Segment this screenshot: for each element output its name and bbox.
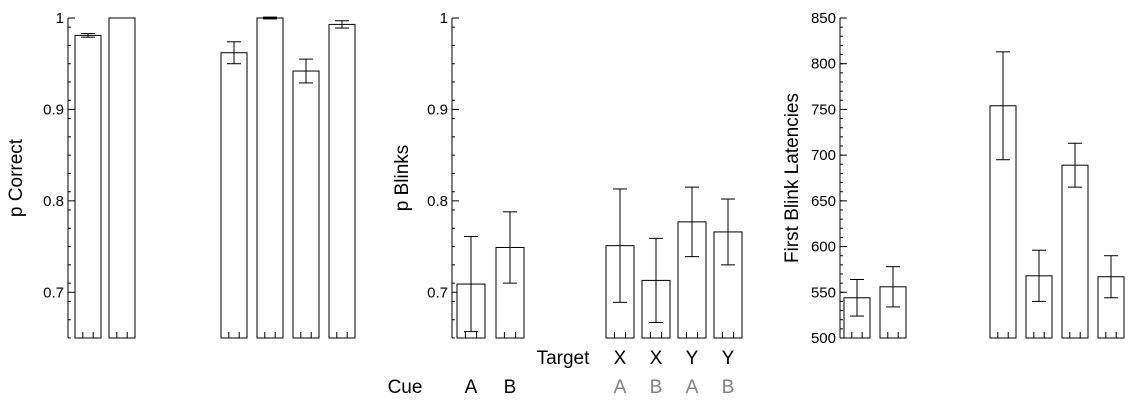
target-letter: X (614, 348, 627, 369)
chart-panel-3: 500 550 600 650 700 750 800 850 First Blink Late… (782, 10, 1125, 347)
y-tick-label: 700 (811, 147, 836, 164)
y-tick-label: 0.8 (43, 193, 64, 210)
target-letter: Y (686, 348, 699, 369)
cue-row-label: Cue (388, 377, 423, 398)
target-letter: X (650, 348, 663, 369)
y-tick-label: 0.9 (43, 101, 64, 118)
y-tick-label: 650 (811, 193, 836, 210)
bar-cue-B (108, 17, 136, 339)
y-tick-label: 1 (56, 10, 64, 27)
bar-target-X-A (220, 52, 248, 339)
target-cue-letter: A (686, 377, 699, 398)
y-tick-label: 0.9 (427, 101, 448, 118)
cue-letter: A (465, 377, 478, 398)
y-tick-label: 0.7 (427, 284, 448, 301)
target-cue-letter: A (614, 377, 627, 398)
bar-target-Y-A (1061, 164, 1089, 339)
y-tick-label: 0.7 (43, 284, 64, 301)
y-tick-label: 850 (811, 10, 836, 27)
bar-target-X-B (256, 17, 284, 339)
chart-panel-1: 0.7 0.8 0.9 1 p Correct (6, 10, 356, 339)
cue-letter: B (504, 377, 517, 398)
bar-target-Y-B (328, 23, 356, 339)
bar-target-Y-A (292, 70, 320, 339)
y-tick-label: 550 (811, 284, 836, 301)
y-tick-label: 800 (811, 56, 836, 73)
bar-cue-A (74, 34, 102, 339)
bar-target-X-B (1025, 275, 1053, 339)
y-tick-label: 600 (811, 239, 836, 256)
y-axis-label: p Correct (6, 138, 27, 217)
target-row-label: Target (537, 348, 591, 369)
y-axis-label: First Blink Latencies (782, 93, 803, 263)
y-tick-label: 0.8 (427, 193, 448, 210)
y-tick-label: 750 (811, 101, 836, 118)
y-tick-label: 1 (440, 10, 448, 27)
target-cue-letter: B (722, 377, 735, 398)
target-cue-letter: B (650, 377, 663, 398)
y-tick-label: 500 (811, 330, 836, 347)
target-letter: Y (722, 348, 735, 369)
y-axis-label: p Blinks (392, 145, 413, 212)
